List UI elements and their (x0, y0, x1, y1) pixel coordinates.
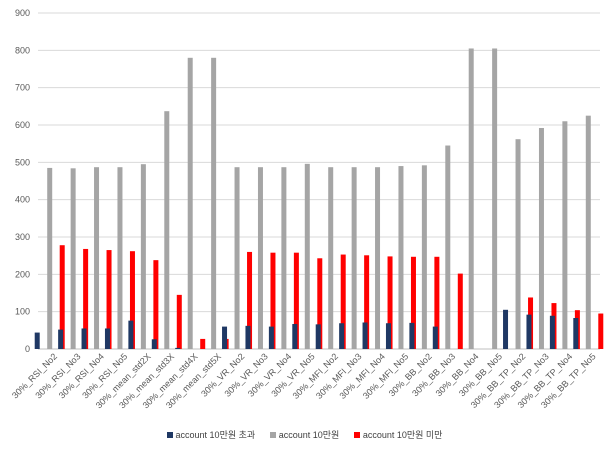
bar (81, 328, 87, 349)
bar (573, 318, 579, 349)
legend-swatch-over-100k (166, 431, 173, 438)
bar (281, 167, 287, 349)
legend-item-under-100k: account 10만원 미만 (353, 428, 443, 441)
bar (117, 167, 123, 349)
bar (83, 248, 89, 349)
bar (585, 115, 591, 349)
legend-label: account 10만원 초과 (175, 430, 256, 440)
bar (515, 139, 521, 349)
bar (432, 326, 438, 349)
legend: account 10만원 초과 account 10만원 account 10만… (0, 428, 609, 441)
bar (58, 329, 64, 349)
bar (538, 127, 544, 350)
bar (434, 256, 440, 349)
bar (176, 294, 182, 349)
bar (445, 145, 451, 349)
bar (104, 328, 110, 349)
bar (293, 252, 299, 349)
bar (328, 167, 334, 349)
bar (211, 57, 217, 350)
bar (257, 167, 263, 349)
bar (292, 323, 298, 349)
y-tick-label: 900 (15, 8, 30, 18)
legend-swatch-100k (269, 431, 276, 438)
bar (398, 166, 404, 349)
legend-label: account 10만원 (278, 430, 340, 440)
bar (549, 315, 555, 349)
bar (315, 324, 321, 349)
bar (598, 313, 604, 349)
bar (268, 326, 274, 349)
bar (457, 273, 463, 349)
y-tick-label: 700 (15, 83, 30, 93)
legend-item-100k: account 10만원 (269, 428, 340, 441)
bar (47, 167, 53, 349)
bar (421, 165, 427, 349)
bar (317, 258, 323, 349)
bar (200, 338, 206, 349)
bar (503, 309, 509, 349)
bar (526, 314, 532, 349)
x-axis-category-labels: 30%_RSI_No230%_RSI_No330%_RSI_No430%_RSI… (10, 351, 598, 410)
bar (364, 255, 370, 349)
bar (492, 48, 498, 349)
y-tick-label: 100 (15, 307, 30, 317)
bar (340, 254, 346, 349)
bar (410, 256, 416, 349)
bar (468, 48, 474, 349)
bar (234, 167, 240, 349)
bar (59, 245, 65, 349)
y-tick-label: 300 (15, 232, 30, 242)
bar (270, 252, 276, 349)
y-tick-label: 800 (15, 45, 30, 55)
bar (362, 322, 368, 349)
bar (385, 323, 391, 349)
bar (140, 164, 146, 349)
bar (245, 325, 251, 349)
y-tick-label: 0 (25, 344, 30, 354)
bar (106, 250, 112, 349)
y-tick-label: 400 (15, 195, 30, 205)
bar (304, 163, 310, 349)
bar (222, 326, 228, 349)
bar (94, 167, 100, 349)
legend-swatch-under-100k (353, 431, 360, 438)
legend-item-over-100k: account 10만원 초과 (166, 428, 256, 441)
bar (34, 332, 40, 349)
legend-label: account 10만원 미만 (362, 430, 443, 440)
bar (375, 167, 381, 349)
bar (187, 57, 193, 350)
bars (34, 48, 604, 350)
bar (164, 111, 170, 349)
bar (128, 320, 134, 349)
y-tick-label: 500 (15, 157, 30, 167)
bar (387, 256, 393, 349)
bar (339, 323, 345, 349)
bar (153, 260, 159, 349)
bar (175, 347, 181, 349)
y-tick-label: 200 (15, 269, 30, 279)
y-axis-ticks: 0 100 200 300 400 500 600 700 800 900 (15, 8, 30, 354)
bar (247, 251, 253, 349)
bar (129, 251, 135, 349)
bar (70, 168, 76, 349)
bar (562, 121, 568, 350)
bar (409, 322, 415, 349)
bar (151, 339, 157, 349)
y-tick-label: 600 (15, 120, 30, 130)
bar (351, 167, 357, 349)
